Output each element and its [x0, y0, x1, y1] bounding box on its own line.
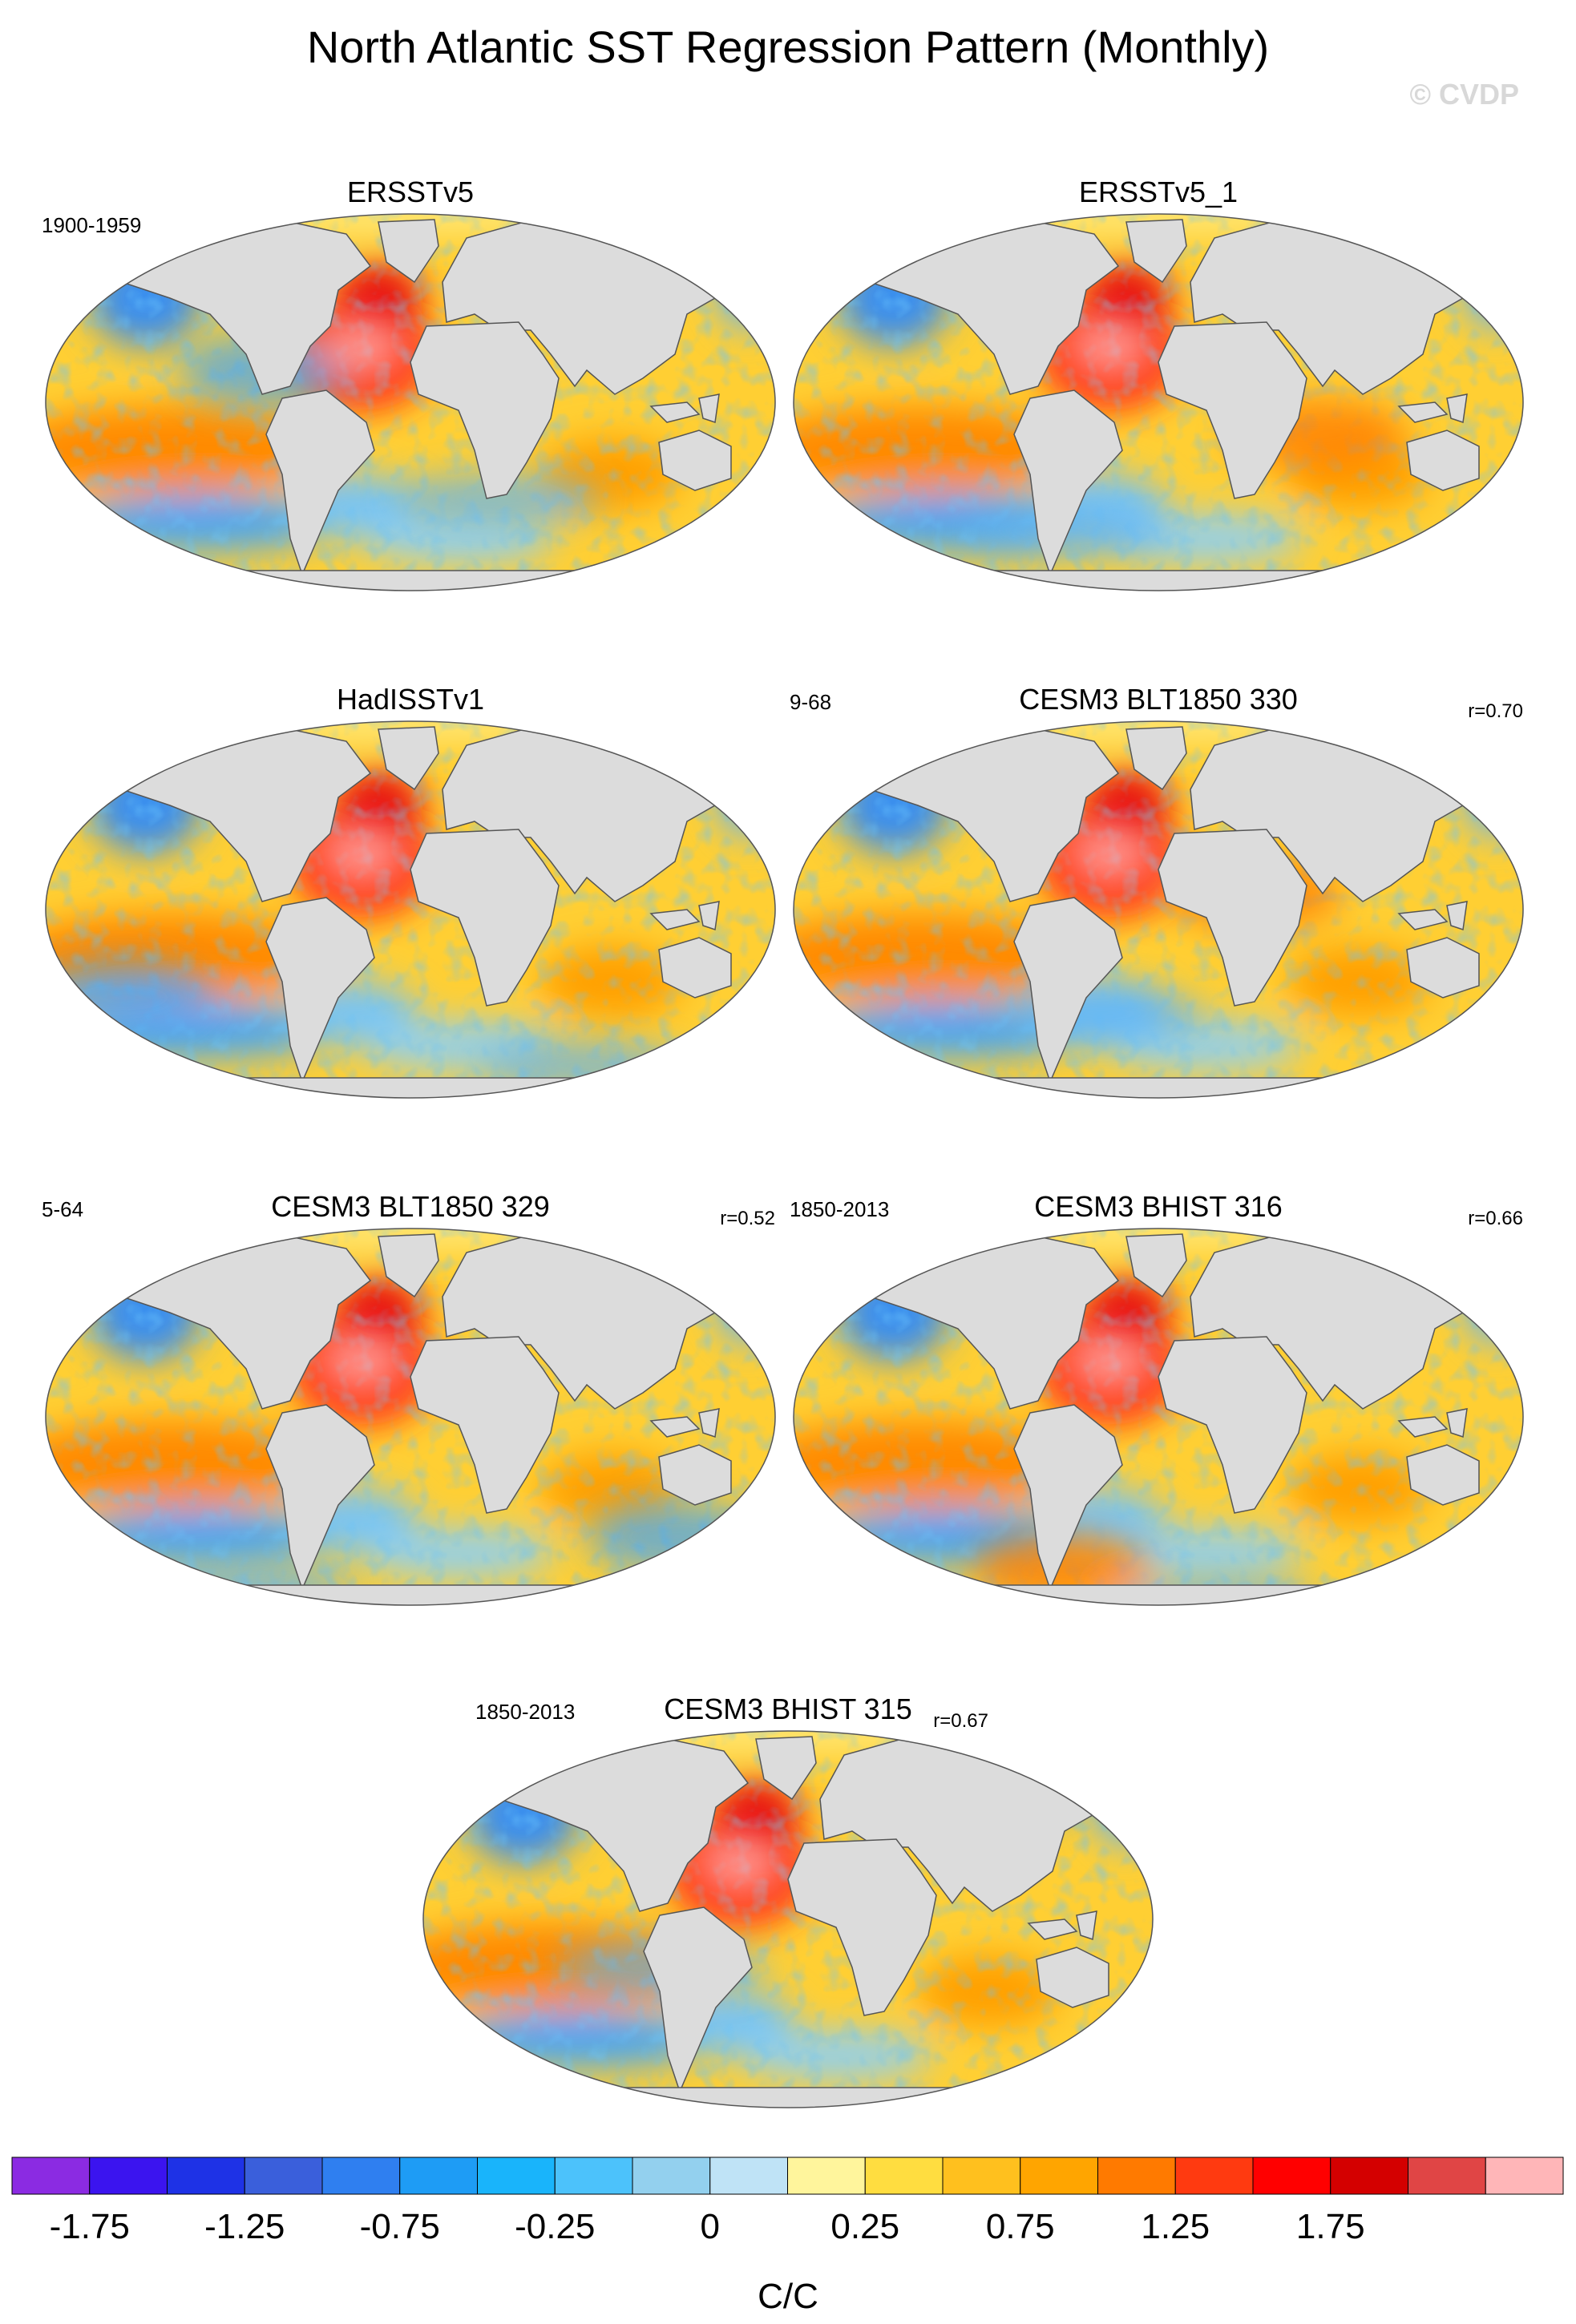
colorbar-tick-label: -0.25 [515, 2207, 595, 2246]
map-panel: CESM3 BHIST 316 1850-2013 r=0.66 [790, 1190, 1524, 1606]
colorbar-box [1408, 2157, 1486, 2195]
colorbar-box [709, 2157, 788, 2195]
map-panel: CESM3 BHIST 315 1850-2013 r=0.67 [422, 1693, 1154, 2108]
colorbar-box [787, 2157, 866, 2195]
panel-period: 1850-2013 [475, 1700, 575, 1724]
colorbar-box [1020, 2157, 1098, 2195]
panel-title: HadISSTv1 [337, 683, 484, 716]
panel-period: 1900-1959 [42, 213, 141, 237]
panel-period: 1850-2013 [790, 1197, 889, 1221]
panel-title: ERSSTv5_1 [1079, 176, 1238, 208]
panel-title: CESM3 BLT1850 330 [1019, 683, 1298, 716]
colorbar: -1.75 -1.25 -0.75 -0.25 0 0.25 0.75 1.25 1.75 [11, 2157, 1564, 2246]
panel-title: CESM3 BLT1850 329 [271, 1190, 550, 1223]
colorbar-tick-label: -1.75 [50, 2207, 130, 2246]
colorbar-box [167, 2157, 245, 2195]
panel-period: 5-64 [42, 1197, 83, 1221]
panel-correlation: r=0.67 [933, 1710, 988, 1732]
colorbar-box [1330, 2157, 1408, 2195]
colorbar-tick-label: -1.25 [204, 2207, 285, 2246]
colorbar-box [11, 2157, 91, 2195]
map-panels: ERSSTv5 1900-1959 ERSSTv5_1 HadISSTv1 CESM3 … [42, 176, 1524, 2108]
panel-title: CESM3 BHIST 315 [664, 1693, 911, 1725]
map-panel: HadISSTv1 [45, 683, 776, 1099]
map-border [45, 720, 776, 1099]
colorbar-box [1485, 2157, 1564, 2195]
colorbar-box [942, 2157, 1021, 2195]
colorbar-box [632, 2157, 711, 2195]
map-border [45, 1228, 776, 1606]
map-border [793, 720, 1524, 1099]
colorbar-box [244, 2157, 323, 2195]
map-panel: ERSSTv5 1900-1959 [42, 176, 776, 591]
map-panel: CESM3 BLT1850 329 5-64 r=0.52 [42, 1190, 776, 1606]
panel-period: 9-68 [790, 690, 831, 714]
colorbar-box [1097, 2157, 1176, 2195]
colorbar-box [554, 2157, 633, 2195]
panel-correlation: r=0.66 [1468, 1208, 1523, 1229]
colorbar-label: C/C [758, 2277, 818, 2316]
colorbar-tick-label: 1.75 [1296, 2207, 1365, 2246]
colorbar-box [1252, 2157, 1332, 2195]
colorbar-box [1174, 2157, 1254, 2195]
map-border [793, 213, 1524, 591]
colorbar-tick-label: -0.75 [360, 2207, 440, 2246]
panel-correlation: r=0.70 [1468, 700, 1523, 722]
colorbar-box [321, 2157, 401, 2195]
colorbar-box [477, 2157, 556, 2195]
panel-title: CESM3 BHIST 316 [1034, 1190, 1282, 1223]
colorbar-tick-label: 0 [701, 2207, 720, 2246]
colorbar-box [864, 2157, 944, 2195]
cvdp-watermark: © CVDP [1409, 78, 1519, 111]
figure-title: North Atlantic SST Regression Pattern (M… [307, 22, 1269, 72]
map-border [793, 1228, 1524, 1606]
colorbar-box [399, 2157, 478, 2195]
colorbar-tick-label: 1.25 [1141, 2207, 1210, 2246]
panel-correlation: r=0.52 [720, 1208, 775, 1229]
colorbar-box [89, 2157, 168, 2195]
map-panel: CESM3 BLT1850 330 9-68 r=0.70 [790, 683, 1524, 1099]
colorbar-tick-label: 0.25 [830, 2207, 899, 2246]
map-panel: ERSSTv5_1 [793, 176, 1524, 591]
colorbar-tick-label: 0.75 [986, 2207, 1055, 2246]
map-border [422, 1730, 1154, 2108]
map-border [45, 213, 776, 591]
panel-title: ERSSTv5 [347, 176, 474, 208]
